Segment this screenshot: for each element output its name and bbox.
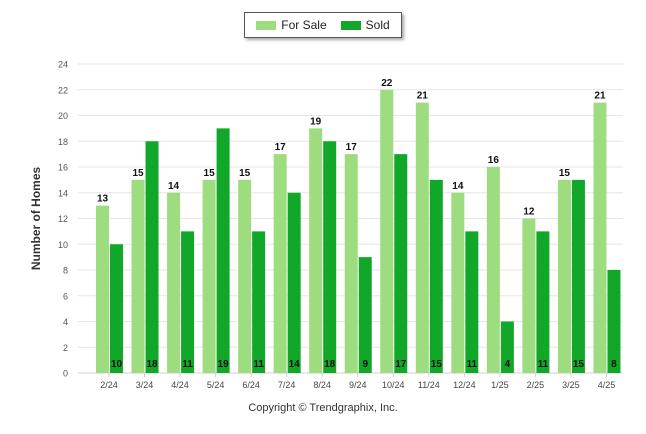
x-tick-label: 11/24 — [418, 380, 440, 390]
legend-label-sold: Sold — [365, 18, 390, 32]
bar-sold — [536, 231, 550, 373]
bar-sold — [252, 231, 266, 373]
y-tick-label: 14 — [58, 188, 68, 198]
data-label-for-sale: 14 — [452, 181, 464, 192]
data-label-sold: 10 — [111, 359, 123, 370]
data-label-sold: 15 — [573, 359, 585, 370]
data-label-for-sale: 14 — [168, 181, 180, 192]
data-label-sold: 11 — [467, 359, 478, 370]
data-label-for-sale: 16 — [488, 155, 500, 166]
x-tick-label: 4/25 — [598, 380, 616, 390]
x-tick-label: 6/24 — [242, 380, 260, 390]
bar-for-sale — [451, 192, 465, 373]
y-tick-label: 8 — [63, 266, 68, 276]
data-label-for-sale: 21 — [417, 91, 429, 102]
data-label-sold: 11 — [182, 359, 193, 370]
legend-item-sold: Sold — [340, 18, 390, 32]
data-label-sold: 18 — [146, 359, 158, 370]
y-tick-label: 22 — [58, 85, 68, 95]
bar-sold — [607, 270, 621, 373]
x-tick-label: 2/25 — [527, 380, 545, 390]
data-label-for-sale: 12 — [523, 207, 535, 218]
bar-for-sale — [522, 218, 536, 373]
y-tick-label: 12 — [58, 214, 68, 224]
bar-sold — [358, 257, 372, 373]
bar-for-sale — [309, 128, 323, 373]
data-label-for-sale: 15 — [559, 168, 571, 179]
data-label-sold: 8 — [611, 359, 617, 370]
x-tick-label: 10/24 — [382, 380, 405, 390]
legend-label-for-sale: For Sale — [281, 18, 327, 32]
bar-for-sale — [557, 179, 571, 373]
x-tick-label: 7/24 — [278, 380, 296, 390]
data-label-for-sale: 15 — [204, 168, 216, 179]
x-tick-label: 8/24 — [313, 380, 331, 390]
data-label-sold: 18 — [324, 359, 336, 370]
y-tick-label: 2 — [63, 343, 68, 353]
data-label-sold: 14 — [289, 359, 301, 370]
bar-sold — [429, 179, 443, 373]
y-tick-label: 18 — [58, 137, 68, 147]
legend: For Sale Sold — [244, 12, 402, 38]
data-label-for-sale: 13 — [97, 194, 109, 205]
bar-sold — [145, 141, 159, 373]
bar-for-sale — [593, 102, 607, 373]
y-axis-label: Number of Homes — [29, 167, 43, 271]
bar-sold — [181, 231, 195, 373]
bar-for-sale — [273, 154, 287, 373]
bar-for-sale — [167, 192, 181, 373]
data-label-sold: 11 — [538, 359, 549, 370]
data-label-for-sale: 22 — [381, 78, 393, 89]
y-tick-label: 24 — [58, 60, 68, 70]
bar-sold — [216, 128, 230, 373]
x-tick-label: 5/24 — [207, 380, 225, 390]
legend-swatch-for-sale — [256, 20, 277, 30]
copyright-credit: Copyright © Trendgraphix, Inc. — [248, 402, 398, 414]
legend-swatch-sold — [340, 20, 361, 30]
y-tick-label: 0 — [63, 369, 68, 379]
x-tick-label: 9/24 — [349, 380, 367, 390]
bar-for-sale — [131, 179, 145, 373]
data-label-for-sale: 19 — [310, 116, 322, 127]
y-tick-label: 16 — [58, 163, 68, 173]
bar-sold — [287, 192, 301, 373]
x-tick-label: 3/25 — [562, 380, 580, 390]
y-tick-label: 4 — [63, 317, 68, 327]
data-label-sold: 9 — [362, 359, 368, 370]
bar-for-sale — [415, 102, 429, 373]
data-label-for-sale: 17 — [346, 142, 358, 153]
data-label-for-sale: 15 — [239, 168, 251, 179]
bar-for-sale — [202, 179, 216, 373]
x-tick-label: 12/24 — [453, 380, 476, 390]
data-label-for-sale: 17 — [275, 142, 287, 153]
y-tick-label: 10 — [58, 240, 68, 250]
bar-for-sale — [380, 89, 394, 373]
bar-sold — [465, 231, 479, 373]
y-tick-label: 20 — [58, 111, 68, 121]
bar-sold — [500, 321, 514, 373]
data-label-sold: 19 — [218, 359, 230, 370]
legend-item-for-sale: For Sale — [256, 18, 327, 32]
bar-for-sale — [486, 167, 500, 373]
data-label-for-sale: 15 — [132, 168, 144, 179]
x-tick-label: 3/24 — [136, 380, 154, 390]
x-tick-label: 4/24 — [171, 380, 189, 390]
x-tick-label: 1/25 — [491, 380, 509, 390]
data-label-sold: 17 — [395, 359, 407, 370]
bar-sold — [323, 141, 337, 373]
bar-for-sale — [96, 205, 109, 373]
data-label-sold: 11 — [253, 359, 264, 370]
data-label-sold: 4 — [505, 359, 511, 370]
data-label-for-sale: 21 — [594, 91, 606, 102]
bar-for-sale — [238, 179, 252, 373]
bar-sold — [571, 179, 585, 373]
y-tick-label: 6 — [63, 291, 68, 301]
bar-sold — [394, 154, 408, 373]
x-tick-label: 2/24 — [100, 380, 118, 390]
bar-sold — [110, 244, 123, 373]
bar-for-sale — [344, 154, 358, 373]
data-label-sold: 15 — [431, 359, 443, 370]
